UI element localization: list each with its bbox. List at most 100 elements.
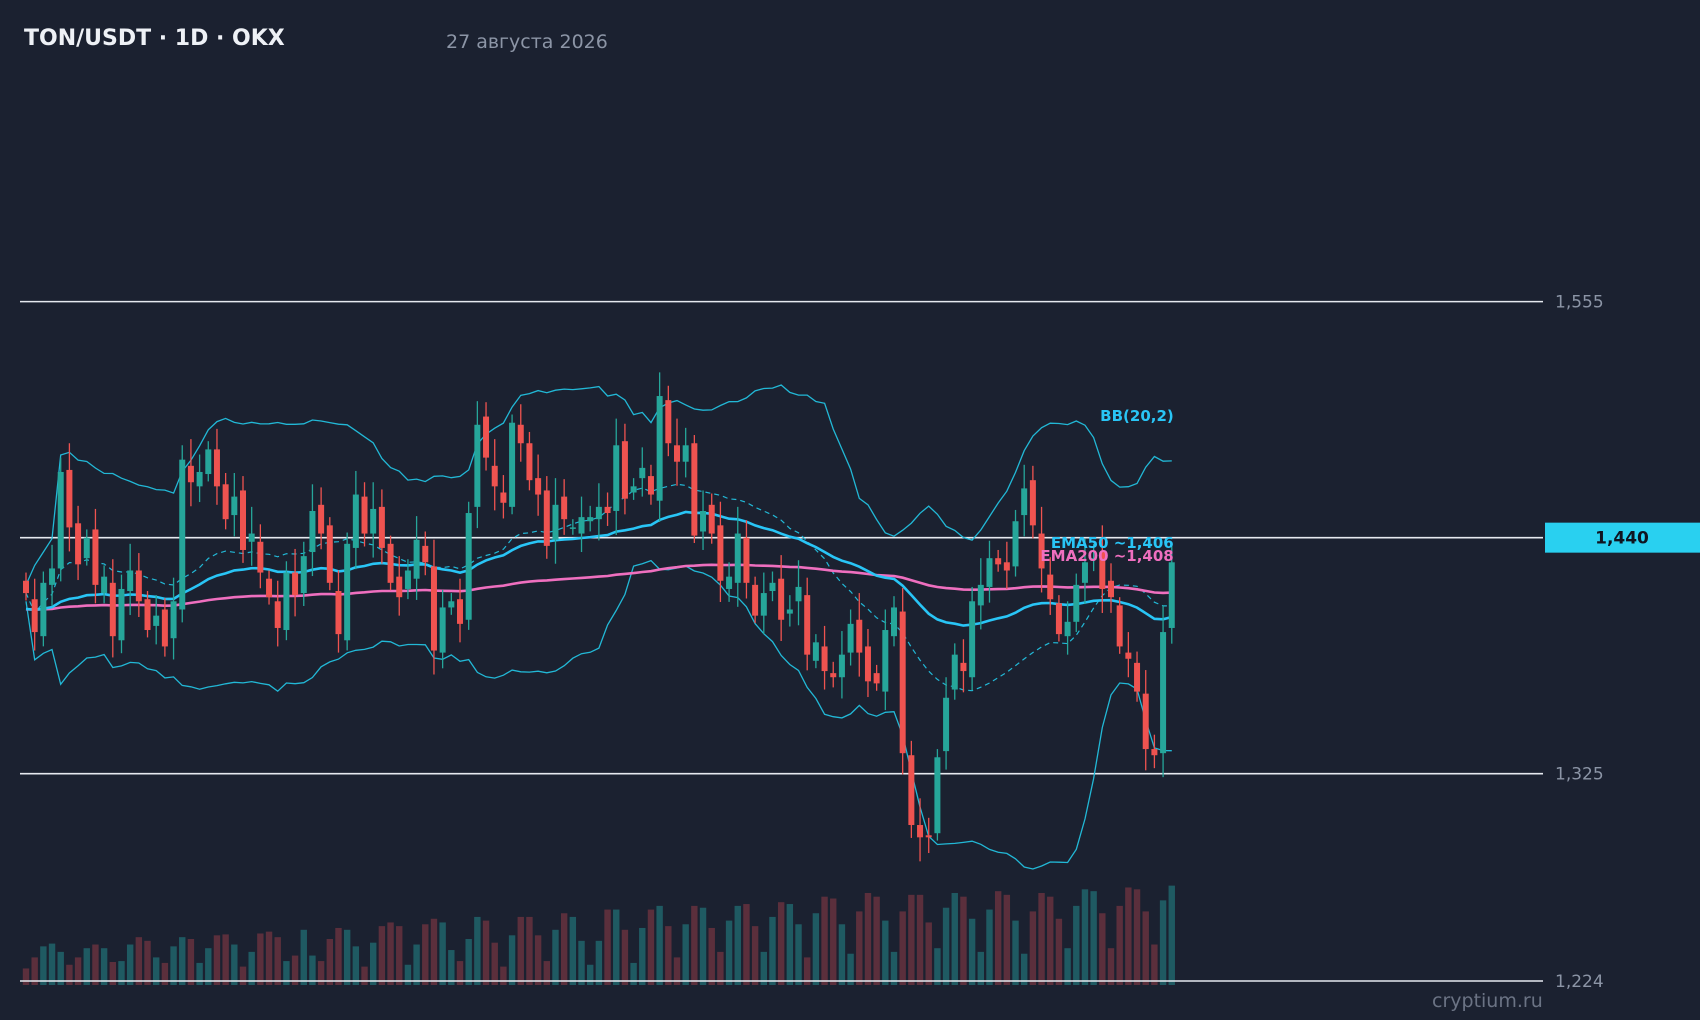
volume-bar	[777, 902, 785, 985]
candle-body	[752, 584, 759, 616]
candle-body	[448, 601, 455, 608]
candle-body	[977, 584, 984, 606]
candle-body	[92, 529, 99, 585]
volume-bar	[830, 898, 837, 985]
volume-bar	[864, 893, 872, 985]
volume-bar	[248, 951, 255, 985]
volume-bar	[760, 951, 767, 985]
volume-bar	[517, 916, 524, 985]
ema200-line	[25, 563, 1172, 611]
volume-bar	[665, 926, 672, 985]
volume-bar	[430, 918, 438, 985]
volume-bar	[977, 951, 984, 985]
candle-body	[1029, 480, 1036, 526]
candle-body	[274, 601, 281, 628]
volume-bar	[899, 911, 906, 985]
volume-bar	[474, 916, 481, 985]
volume-bar	[92, 944, 99, 985]
candle-body	[700, 510, 707, 532]
candle-body	[1125, 652, 1132, 659]
volume-bar	[83, 948, 90, 985]
candle-body	[370, 508, 377, 534]
volume-bar	[1159, 900, 1167, 985]
volume-bar	[847, 953, 854, 985]
candle-body	[1168, 562, 1175, 628]
volume-bar	[40, 946, 47, 985]
candle-body	[569, 527, 576, 529]
candle-body	[23, 580, 29, 594]
candle-body	[404, 570, 411, 589]
candle-body	[1021, 488, 1028, 516]
volume-bar	[725, 920, 733, 985]
candle-body	[561, 496, 568, 520]
candle-body	[240, 490, 246, 550]
volume-bar	[491, 942, 498, 985]
candle-body	[795, 586, 802, 602]
candle-body	[335, 591, 342, 635]
volume-bar	[422, 924, 429, 985]
volume-bar	[673, 957, 681, 985]
candle-body	[83, 537, 90, 559]
volume-bar	[213, 935, 221, 985]
volume-bar	[769, 916, 776, 985]
candle-body	[266, 578, 273, 598]
candle-body	[101, 576, 108, 594]
candle-body	[1064, 621, 1071, 637]
volume-bar	[1081, 889, 1089, 985]
volume-bar	[613, 909, 620, 985]
volume-bar	[812, 913, 820, 985]
current-price-label: 1,440	[1595, 529, 1649, 549]
candle-body	[595, 506, 602, 520]
candle-body	[821, 646, 828, 672]
bollinger-bands	[25, 384, 1172, 870]
candle-body	[656, 396, 663, 501]
volume-bar	[1151, 944, 1158, 985]
volume-bar	[821, 896, 828, 985]
volume-bar	[1107, 948, 1115, 985]
volume-bar	[222, 934, 229, 985]
volume-bar	[231, 944, 238, 985]
candle-body	[674, 445, 680, 462]
volume-bar	[986, 909, 993, 985]
volume-bars	[22, 885, 1175, 985]
candle-body	[873, 673, 880, 684]
candle-body	[1160, 632, 1167, 754]
volume-bar	[118, 961, 125, 985]
volume-bar	[968, 918, 976, 985]
volume-bar	[170, 946, 177, 985]
candle-body	[1073, 584, 1080, 622]
candle-body	[726, 576, 733, 589]
candle-body	[769, 582, 776, 592]
volume-bar	[890, 951, 898, 985]
volume-bar	[838, 924, 846, 985]
candle-body	[474, 424, 481, 507]
candle-body	[430, 566, 437, 651]
candle-body	[231, 496, 238, 516]
candle-body	[75, 523, 82, 565]
candle-body	[1108, 580, 1114, 598]
volume-bar	[925, 922, 932, 985]
ema200-label: EMA200 ~1,408	[1040, 547, 1173, 565]
candle-body	[856, 619, 863, 653]
candle-body	[743, 537, 750, 583]
volume-bar	[743, 904, 750, 985]
candle-body	[804, 595, 811, 655]
candle-body	[760, 593, 767, 616]
volume-bar	[934, 948, 941, 985]
volume-bar	[1047, 896, 1054, 985]
candle-body	[387, 543, 394, 583]
volume-bar	[960, 896, 967, 985]
candle-body	[778, 578, 785, 620]
candle-body	[647, 476, 654, 495]
candle-body	[621, 441, 628, 499]
volume-bar	[257, 933, 264, 985]
candle-body	[1142, 693, 1149, 750]
candle-body	[552, 504, 559, 540]
candle-body	[613, 445, 620, 511]
volume-bar	[569, 916, 577, 985]
volume-bar	[1142, 911, 1149, 985]
candle-body	[118, 588, 125, 641]
candle-body	[344, 543, 351, 641]
